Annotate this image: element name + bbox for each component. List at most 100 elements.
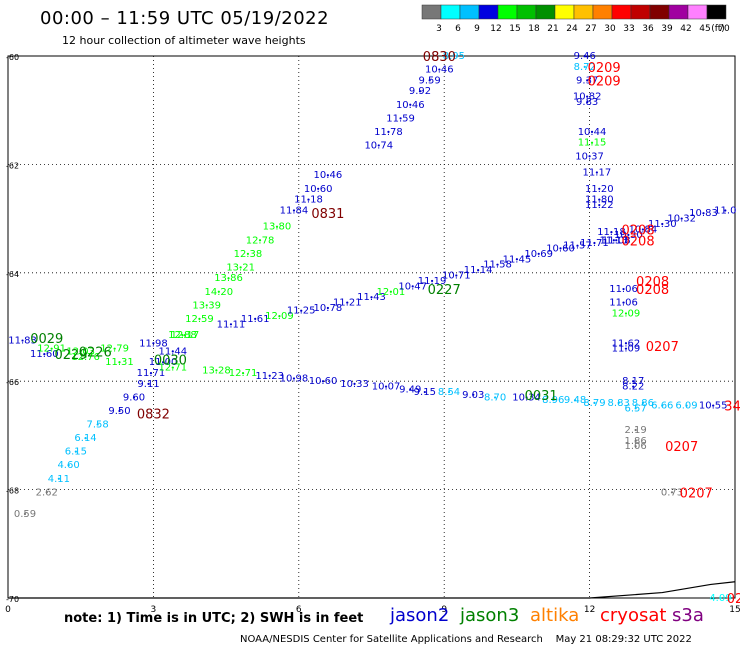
wave-height-label: 11.44 [158,346,187,357]
data-point [423,390,426,394]
data-point [326,306,329,310]
wave-height-label: 4.09 [709,593,731,604]
data-point [113,347,116,350]
time-label: 0209 [588,61,621,76]
wave-height-label: 11.30 [648,219,677,230]
data-point [583,65,586,68]
y-tick-label: -62 [6,161,19,170]
data-point [370,296,373,299]
data-point [399,117,402,120]
data-point [610,231,613,234]
data-point [278,315,281,318]
wave-height-label: 10.55 [699,401,728,412]
footer-credit: NOAA/NESDIS Center for Satellite Applica… [240,634,692,645]
data-point [719,596,722,600]
data-point [622,287,625,291]
wave-height-label: 6.15 [65,447,87,458]
wave-height-label: 13.39 [192,300,221,311]
wave-height-label: 12.76 [71,352,100,363]
colorbar-label: 36 [642,24,654,34]
wave-height-label: 11.31 [105,357,134,368]
data-point [275,225,279,228]
data-point [627,233,630,236]
plot-frame [7,55,736,599]
wave-height-label: 10.33 [340,379,369,390]
wave-height-label: 10.60 [304,184,333,195]
wave-height-label: 8.86 [632,398,654,409]
wave-height-label: 11.78 [374,127,403,138]
wave-height-label: 8.17 [622,376,644,387]
data-point [229,323,233,326]
wave-height-label: 11.13 [600,235,629,246]
wave-height-label: 11.11 [217,319,246,330]
data-point [152,342,155,345]
wave-height-label: 12.59 [185,314,214,325]
data-point [452,54,455,58]
wave-height-label: 10.60 [546,243,575,254]
x-tick-label: 3 [151,605,157,615]
data-point [593,401,596,404]
data-point [712,404,715,407]
colorbar-label: 6 [455,24,461,34]
time-label: 34 [724,400,740,415]
x-tick-label: 0 [5,605,11,615]
wave-height-label: 10.34 [512,392,541,403]
wave-height-label: 0.59 [14,509,36,520]
color-legend: 3 6 9 12 15 18 21 24 27 30 33 36 39 42 45 70(ft) [421,4,730,34]
time-label: 0830 [423,50,456,65]
data-point [389,290,392,293]
time-label: 0208 [636,283,669,298]
wave-height-label: 8.22 [622,382,644,393]
wave-height-label: 2.62 [36,487,58,498]
data-point [292,209,296,212]
wave-height-label: 12.17 [171,330,200,341]
wave-height-label: 10.46 [314,170,343,181]
wave-height-label: 8.95 [443,51,465,62]
wave-height-label: 11.23 [255,371,284,382]
data-point [258,239,262,242]
data-point [515,258,519,261]
time-label: 0031 [525,389,558,404]
wave-height-label: 11.09 [612,344,641,355]
x-tick-label: 6 [296,605,302,615]
wave-height-label: 11.00 [149,357,178,368]
data-point [387,130,390,133]
time-label: 0207 [665,440,698,455]
data-point [552,399,555,402]
wave-height-label: 12.78 [246,235,275,246]
wave-height-label: 9.49 [399,384,421,395]
data-point [147,382,150,386]
wave-height-label: 12.91 [37,344,66,355]
footer-note: note: 1) Time is in UTC; 2) SWH is in fe… [64,611,364,626]
wave-height-label: 10.74 [364,140,393,151]
wave-height-label: 11.83 [8,336,37,347]
data-point [702,212,705,215]
data-point [586,100,589,104]
wave-height-label: 11.14 [464,265,493,276]
wave-height-label: 12.71 [158,363,187,374]
wave-height-label: 8.72 [574,62,596,73]
wave-height-label: 11.58 [483,260,512,271]
wave-height-label: 9.83 [576,97,598,108]
colorbar-label: 9 [474,24,480,34]
wave-height-label: 1.06 [625,441,647,452]
data-point [537,252,540,255]
wave-height-label: 9.15 [414,387,436,398]
data-point [326,174,329,177]
time-label: 0831 [311,207,344,222]
wave-height-label: 10.60 [309,376,338,387]
data-point [377,144,380,147]
data-point [724,209,727,212]
time-label: 0208 [636,275,669,290]
wave-height-label: 12.38 [234,249,263,260]
y-tick-label: -70 [6,595,19,604]
data-point [409,103,412,106]
data-point [670,491,674,494]
data-point [118,361,121,364]
data-point [525,396,528,399]
data-point [632,380,635,383]
data-point [593,241,596,245]
data-point [300,309,303,312]
wave-height-label: 12.01 [377,287,406,298]
data-point [624,312,628,315]
